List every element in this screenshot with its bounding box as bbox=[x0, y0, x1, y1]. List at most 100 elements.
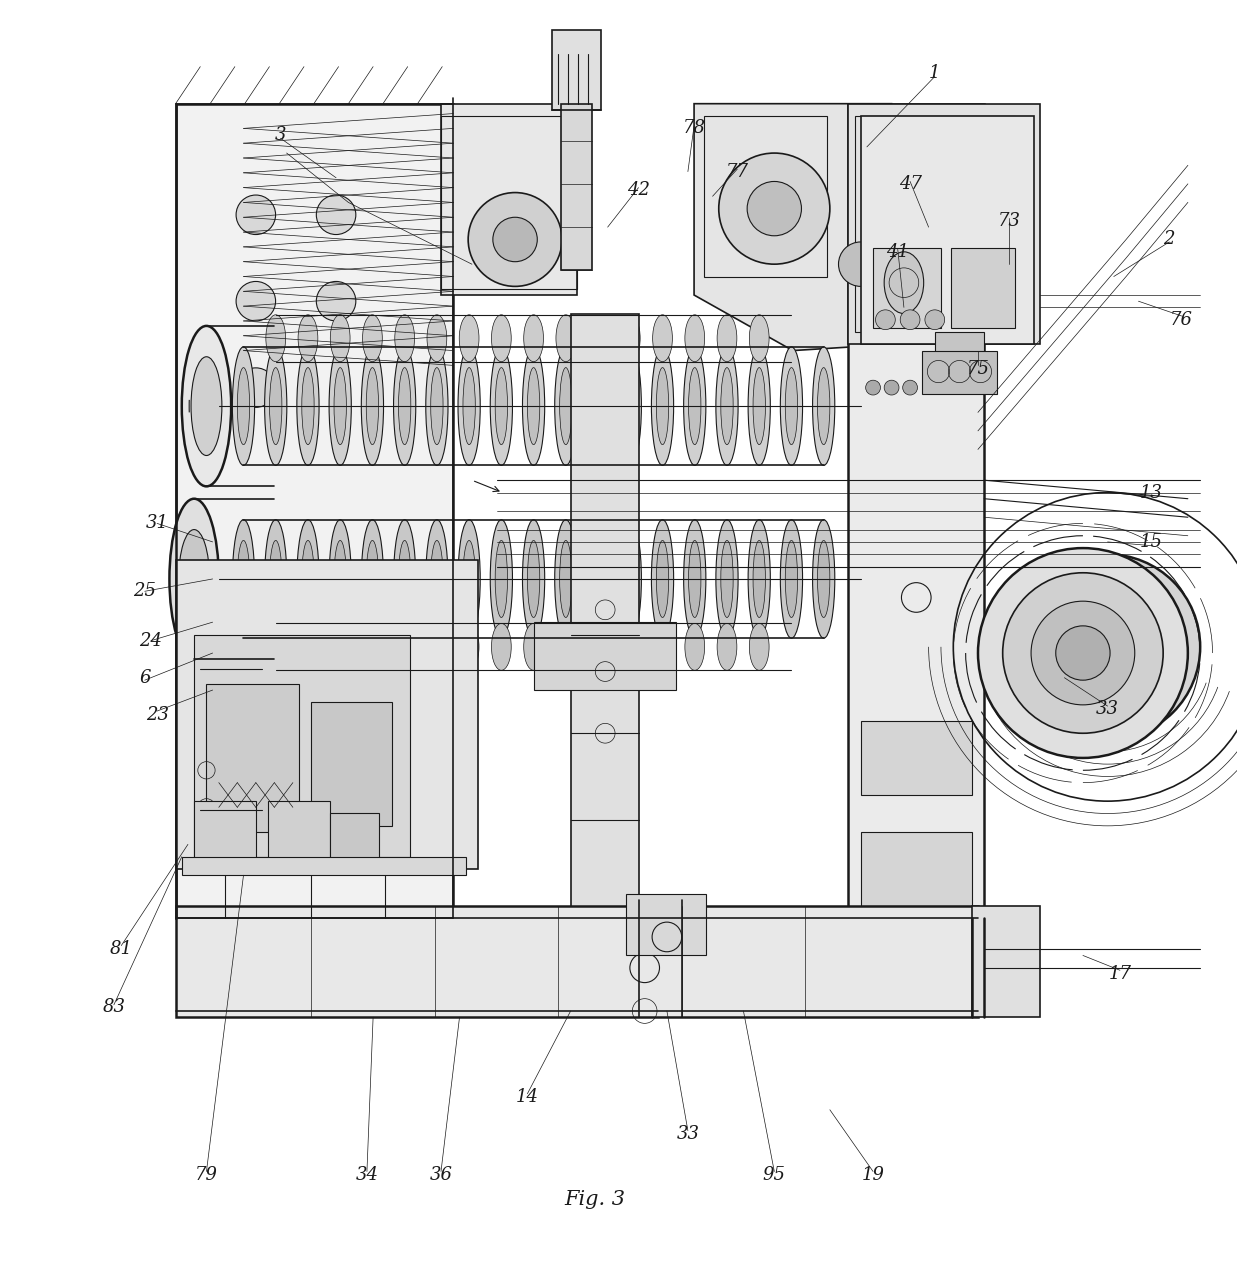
Ellipse shape bbox=[232, 346, 254, 466]
Ellipse shape bbox=[298, 315, 317, 362]
Circle shape bbox=[719, 154, 830, 264]
Polygon shape bbox=[923, 350, 997, 393]
Bar bbox=[441, 104, 577, 294]
Circle shape bbox=[1073, 612, 1142, 681]
Text: 3: 3 bbox=[275, 126, 286, 143]
Ellipse shape bbox=[591, 541, 604, 618]
Bar bbox=[552, 29, 601, 110]
Ellipse shape bbox=[817, 368, 830, 444]
Ellipse shape bbox=[591, 368, 604, 444]
Bar bbox=[861, 832, 972, 906]
Circle shape bbox=[316, 195, 356, 235]
Ellipse shape bbox=[884, 251, 924, 313]
Ellipse shape bbox=[748, 346, 770, 466]
Bar bbox=[626, 893, 707, 956]
Bar bbox=[176, 906, 978, 1018]
Bar bbox=[861, 227, 910, 289]
Ellipse shape bbox=[330, 315, 350, 362]
Text: 31: 31 bbox=[145, 514, 169, 533]
Ellipse shape bbox=[232, 520, 254, 638]
Ellipse shape bbox=[523, 315, 543, 362]
Text: 47: 47 bbox=[899, 175, 921, 193]
Ellipse shape bbox=[490, 346, 512, 466]
Circle shape bbox=[1055, 626, 1110, 680]
Ellipse shape bbox=[425, 346, 448, 466]
Ellipse shape bbox=[656, 541, 668, 618]
Ellipse shape bbox=[361, 520, 383, 638]
Circle shape bbox=[469, 193, 562, 287]
Text: 41: 41 bbox=[887, 242, 909, 261]
Text: 83: 83 bbox=[103, 999, 125, 1016]
Circle shape bbox=[1045, 585, 1169, 708]
Bar bbox=[195, 801, 255, 863]
Ellipse shape bbox=[588, 315, 608, 362]
Text: 95: 95 bbox=[763, 1166, 786, 1184]
Ellipse shape bbox=[334, 541, 346, 618]
Ellipse shape bbox=[430, 368, 443, 444]
Bar bbox=[311, 703, 392, 826]
Ellipse shape bbox=[425, 520, 448, 638]
Ellipse shape bbox=[430, 541, 443, 618]
Ellipse shape bbox=[170, 499, 218, 659]
Bar bbox=[861, 721, 972, 794]
Ellipse shape bbox=[624, 541, 636, 618]
Text: 75: 75 bbox=[966, 360, 990, 378]
Ellipse shape bbox=[717, 623, 737, 670]
Ellipse shape bbox=[329, 520, 351, 638]
Text: 33: 33 bbox=[676, 1126, 699, 1143]
Ellipse shape bbox=[296, 346, 319, 466]
Circle shape bbox=[875, 310, 895, 330]
Text: 2: 2 bbox=[1163, 231, 1176, 249]
Ellipse shape bbox=[785, 368, 797, 444]
Circle shape bbox=[236, 368, 275, 407]
Bar bbox=[854, 115, 1016, 332]
Text: 17: 17 bbox=[1109, 964, 1131, 983]
Ellipse shape bbox=[812, 346, 835, 466]
Ellipse shape bbox=[361, 346, 383, 466]
Circle shape bbox=[900, 310, 920, 330]
Bar bbox=[330, 813, 379, 863]
Ellipse shape bbox=[812, 520, 835, 638]
Ellipse shape bbox=[554, 346, 577, 466]
Text: 73: 73 bbox=[997, 212, 1021, 230]
Ellipse shape bbox=[491, 623, 511, 670]
Text: 23: 23 bbox=[145, 706, 169, 723]
Text: 34: 34 bbox=[356, 1166, 378, 1184]
Bar bbox=[972, 906, 1039, 1018]
Ellipse shape bbox=[587, 520, 609, 638]
Ellipse shape bbox=[559, 368, 572, 444]
Text: 1: 1 bbox=[929, 63, 940, 81]
Ellipse shape bbox=[688, 541, 701, 618]
Ellipse shape bbox=[182, 326, 231, 486]
Bar bbox=[533, 622, 676, 690]
Ellipse shape bbox=[427, 315, 446, 362]
Bar bbox=[704, 115, 827, 277]
Ellipse shape bbox=[652, 623, 672, 670]
Circle shape bbox=[978, 548, 1188, 758]
Ellipse shape bbox=[491, 315, 511, 362]
Bar bbox=[560, 104, 591, 270]
Ellipse shape bbox=[651, 520, 673, 638]
Bar bbox=[268, 801, 330, 863]
Bar bbox=[848, 104, 1039, 344]
Ellipse shape bbox=[495, 541, 507, 618]
Text: 6: 6 bbox=[139, 669, 150, 687]
Ellipse shape bbox=[490, 520, 512, 638]
Ellipse shape bbox=[554, 520, 577, 638]
Ellipse shape bbox=[264, 346, 286, 466]
Ellipse shape bbox=[191, 357, 222, 456]
Ellipse shape bbox=[619, 346, 641, 466]
Circle shape bbox=[1032, 602, 1135, 704]
Ellipse shape bbox=[683, 346, 706, 466]
Bar bbox=[923, 227, 978, 307]
Circle shape bbox=[236, 195, 275, 235]
Ellipse shape bbox=[785, 541, 797, 618]
Ellipse shape bbox=[269, 541, 281, 618]
Text: 79: 79 bbox=[195, 1166, 218, 1184]
Text: 13: 13 bbox=[1140, 483, 1162, 501]
Text: 19: 19 bbox=[862, 1166, 884, 1184]
Bar bbox=[207, 684, 299, 832]
Circle shape bbox=[236, 282, 275, 321]
Ellipse shape bbox=[620, 623, 640, 670]
Text: 81: 81 bbox=[110, 940, 133, 958]
